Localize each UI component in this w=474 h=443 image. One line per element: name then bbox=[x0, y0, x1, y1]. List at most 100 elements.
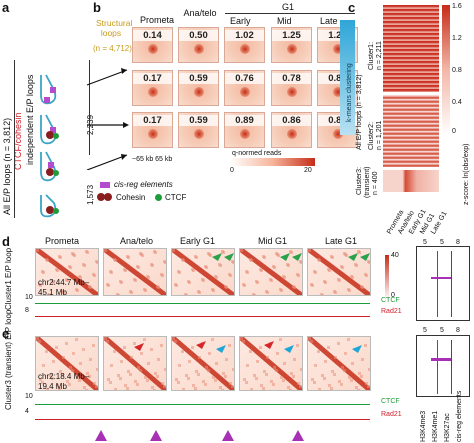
panel-a-bracket bbox=[14, 60, 18, 218]
apa-value: 0.50 bbox=[179, 30, 218, 41]
cluster2-n: n = 1,201 bbox=[376, 120, 383, 150]
e-ctcf-label: CTCF bbox=[381, 398, 400, 405]
e-bottom-label: H3K27ac bbox=[444, 413, 451, 442]
count-bracket-top bbox=[85, 60, 90, 155]
hic-heatmap bbox=[171, 248, 235, 296]
d-scale-bar bbox=[385, 255, 389, 300]
cluster3-heatmap bbox=[383, 170, 439, 192]
panel-a-letter: a bbox=[2, 0, 10, 15]
d-scale-40: 40 bbox=[391, 252, 399, 259]
apa-peak bbox=[333, 44, 343, 54]
e-tick-4: 4 bbox=[25, 408, 29, 415]
e-side-panel bbox=[416, 335, 470, 397]
d-coord-2: 45.1 Mb bbox=[38, 288, 67, 297]
colorbar-b-max: 20 bbox=[304, 167, 312, 174]
d-ctcf-label: CTCF bbox=[381, 297, 400, 304]
apa-peak bbox=[287, 87, 297, 97]
e-bottom-label: cis-reg elements bbox=[456, 390, 463, 442]
cluster2-label: Cluster2: bbox=[368, 121, 375, 150]
d-scale-0: 0 bbox=[391, 292, 395, 299]
d-row-label: Cluster1 E/P loop bbox=[4, 247, 13, 310]
apa-tile: 0.76 bbox=[224, 70, 265, 106]
panel-e-letter: e bbox=[2, 326, 10, 341]
kmeans-arrow bbox=[340, 20, 355, 135]
d-rad21-track bbox=[35, 316, 370, 317]
apa-value: 0.14 bbox=[133, 30, 172, 41]
apa-peak bbox=[194, 129, 204, 139]
hic-heatmap bbox=[35, 336, 99, 391]
cluster1-heatmap bbox=[383, 5, 439, 92]
apa-value: 0.17 bbox=[133, 115, 172, 126]
hic-heatmap bbox=[171, 336, 235, 391]
apa-value: 0.17 bbox=[133, 73, 172, 84]
g1-line bbox=[225, 13, 355, 14]
d-coord-1: chr2:44.7 Mb– bbox=[38, 278, 90, 287]
hic-heatmap bbox=[239, 248, 303, 296]
apa-peak bbox=[148, 129, 158, 139]
cisreg-legend-label: cis-reg elements bbox=[114, 180, 173, 189]
kmeans-label: k-means clustering bbox=[346, 63, 353, 122]
structural-loops-n: (n = 4,712) bbox=[93, 44, 132, 53]
e-row-label: Cluster3 (transient) E/P loop bbox=[4, 309, 13, 410]
cbar-tick-4: 0 bbox=[452, 128, 456, 135]
apa-peak bbox=[333, 87, 343, 97]
e-bottom-label: H3K4me1 bbox=[432, 410, 439, 442]
apa-peak bbox=[287, 44, 297, 54]
apa-peak bbox=[287, 129, 297, 139]
cbar-tick-3: 0.4 bbox=[452, 99, 462, 106]
apa-peak bbox=[194, 87, 204, 97]
hic-heatmap bbox=[239, 336, 303, 391]
cluster1-label: Cluster1: bbox=[368, 41, 375, 70]
e-coord-1: chr2:18.4 Mb– bbox=[38, 372, 90, 381]
ctcf-legend-label: CTCF bbox=[165, 193, 187, 202]
cbar-tick-0: 1.6 bbox=[452, 3, 462, 10]
apa-tile: 0.14 bbox=[132, 27, 173, 63]
panel-c-left-label: All E/P loops (n = 3,812) bbox=[356, 74, 363, 150]
d-col-1: Ana/telo bbox=[120, 236, 154, 246]
e-coord-2: 19.4 Mb bbox=[38, 382, 67, 391]
cluster3-sub: (transient) bbox=[364, 166, 371, 198]
structural-loops-label: Structural loops bbox=[96, 18, 133, 38]
d-ctcf-track bbox=[35, 303, 370, 304]
e-side-5b: 5 bbox=[440, 327, 444, 334]
e-rad21-track bbox=[35, 419, 370, 420]
ctcf-legend-icon bbox=[155, 194, 162, 201]
apa-tile: 0.17 bbox=[132, 70, 173, 106]
col-anatelo: Ana/telo bbox=[183, 8, 217, 18]
panel-d-letter: d bbox=[2, 234, 10, 249]
apa-value: 0.83 bbox=[318, 73, 357, 84]
apa-value: 0.89 bbox=[225, 115, 264, 126]
loop-schematics bbox=[40, 74, 59, 218]
e-tick-10: 10 bbox=[25, 393, 33, 400]
apa-peak bbox=[240, 87, 250, 97]
cbar-tick-1: 1.2 bbox=[452, 35, 462, 42]
apa-peak bbox=[333, 129, 343, 139]
e-side-5a: 5 bbox=[423, 327, 427, 334]
panel-a-independent-label-2: independent E/P loops bbox=[25, 74, 35, 165]
apa-value: 1.02 bbox=[225, 30, 264, 41]
apa-tile: 1.02 bbox=[224, 27, 265, 63]
cluster3-label: Cluster3: bbox=[356, 166, 363, 195]
apa-peak bbox=[148, 87, 158, 97]
e-ctcf-track bbox=[35, 404, 370, 405]
apa-peak bbox=[240, 129, 250, 139]
apa-value: 1.25 bbox=[318, 30, 357, 41]
col-mid: Mid bbox=[277, 16, 292, 26]
apa-peak bbox=[148, 44, 158, 54]
apa-value: 0.59 bbox=[179, 73, 218, 84]
apa-peak bbox=[240, 44, 250, 54]
apa-value: 0.76 bbox=[225, 73, 264, 84]
apa-tile: 0.89 bbox=[224, 112, 265, 148]
d-side-panel bbox=[416, 246, 470, 321]
cisreg-legend-icon bbox=[100, 182, 110, 188]
g1-header: G1 bbox=[282, 2, 295, 12]
apa-value: 0.59 bbox=[179, 115, 218, 126]
d-side-8: 8 bbox=[456, 239, 460, 246]
cluster1-n: n = 2,211 bbox=[376, 41, 383, 70]
range-label: −65 kb 65 kb bbox=[132, 156, 173, 163]
cohesin-legend-label: Cohesin bbox=[116, 193, 146, 202]
apa-peak bbox=[194, 44, 204, 54]
cohesin-legend-icon-2 bbox=[104, 193, 112, 201]
apa-tile: 0.59 bbox=[178, 70, 219, 106]
col-prometa: Prometa bbox=[140, 15, 175, 25]
